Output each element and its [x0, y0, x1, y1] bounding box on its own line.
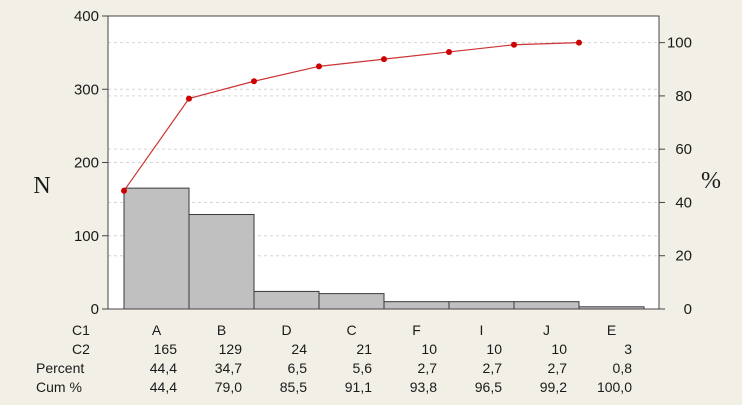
table-cell: 5,6: [353, 360, 373, 376]
table-cell: D: [281, 322, 291, 338]
table-cell: J: [543, 322, 550, 338]
y2-tick-label: 60: [675, 141, 692, 158]
y-tick-label: 300: [74, 81, 99, 98]
cumulative-point-E: [576, 39, 582, 46]
cumulative-point-D: [251, 78, 257, 85]
table-cell: 2,7: [483, 360, 503, 376]
table-cell: 2,7: [548, 360, 568, 376]
y-tick-label: 200: [74, 155, 99, 172]
table-cell: 2,7: [418, 360, 438, 376]
table-cell: 0,8: [613, 360, 633, 376]
table-cell: I: [480, 322, 484, 338]
table-cell: 10: [551, 341, 567, 357]
table-cell: 165: [154, 341, 178, 357]
table-cell: 96,5: [475, 379, 502, 395]
y2-axis-title: %: [701, 168, 721, 194]
y2-tick-label: 80: [675, 88, 692, 105]
table-row-label: C1: [72, 322, 90, 338]
table-cell: A: [152, 322, 162, 338]
table-cell: 100,0: [597, 379, 632, 395]
table-cell: 44,4: [150, 379, 177, 395]
bar-F: [383, 301, 450, 310]
y2-tick-label: 0: [684, 301, 692, 318]
y-tick-label: 400: [74, 8, 99, 25]
table-cell: B: [217, 322, 226, 338]
table-cell: F: [412, 322, 421, 338]
bar-D: [253, 290, 320, 310]
table-cell: C: [346, 322, 356, 338]
table-cell: 129: [219, 341, 243, 357]
table-cell: 21: [356, 341, 372, 357]
table-row-label: C2: [72, 341, 90, 357]
y2-tick-label: 20: [675, 248, 692, 265]
y-axis-title: N: [33, 173, 50, 199]
y-tick-label: 100: [74, 228, 99, 245]
table-cell: 99,2: [540, 379, 567, 395]
cumulative-point-C: [316, 63, 322, 70]
cumulative-percent-line: [123, 42, 580, 192]
table-cell: 10: [486, 341, 502, 357]
table-cell: 79,0: [215, 379, 242, 395]
cumulative-point-B: [186, 95, 192, 102]
table-cell: 10: [421, 341, 437, 357]
bar-B: [188, 214, 255, 310]
table-cell: 24: [291, 341, 307, 357]
table-cell: 91,1: [345, 379, 372, 395]
table-cell: 85,5: [280, 379, 307, 395]
bar-A: [123, 187, 190, 310]
table-cell: 44,4: [150, 360, 177, 376]
cumulative-point-F: [381, 56, 387, 63]
y2-tick-label: 40: [675, 194, 692, 211]
bar-C: [318, 293, 385, 310]
cumulative-point-I: [446, 48, 452, 55]
table-cell: 34,7: [215, 360, 242, 376]
cumulative-point-A: [121, 187, 127, 194]
table-row-label: Percent: [36, 360, 84, 376]
y2-tick-label: 100: [667, 35, 692, 52]
table-cell: E: [607, 322, 616, 338]
bar-J: [513, 301, 580, 310]
table-cell: 6,5: [288, 360, 308, 376]
y-tick-label: 0: [91, 301, 99, 318]
table-cell: 93,8: [410, 379, 437, 395]
table-row-label: Cum %: [36, 379, 82, 395]
bar-I: [448, 301, 515, 310]
cumulative-point-J: [511, 41, 517, 48]
table-cell: 3: [624, 341, 632, 357]
